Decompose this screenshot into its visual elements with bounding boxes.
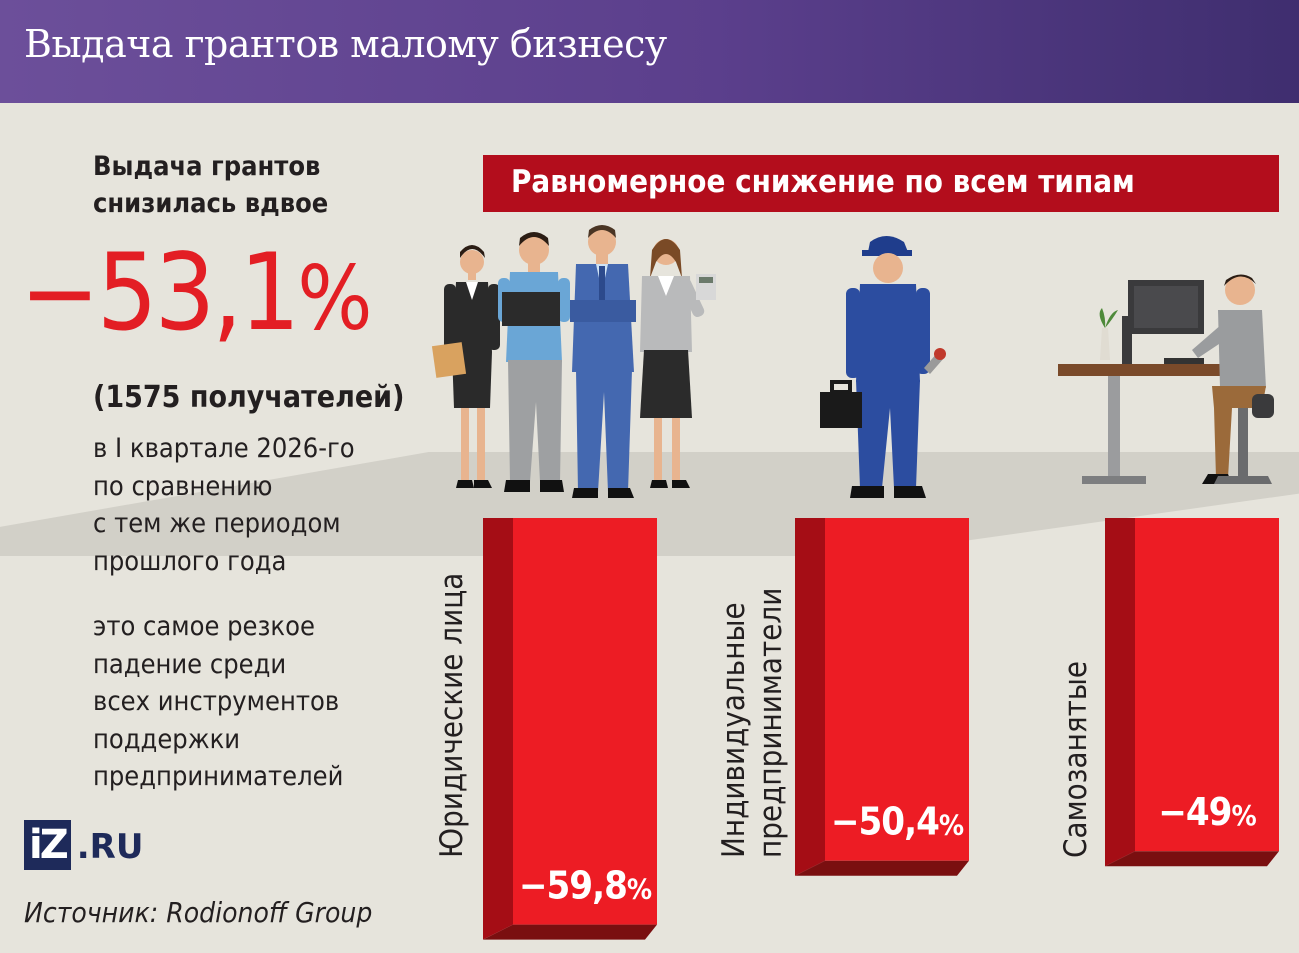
bar-bottom [1105,851,1279,867]
mechanic-figure [820,236,946,498]
chart-title-banner: Равномерное снижение по всем типам [483,155,1279,212]
freelancer-at-desk [1058,274,1274,484]
office-team-figures [431,225,716,498]
category-label: Юридические лица [434,518,471,858]
chart-title: Равномерное снижение по всем типам [511,164,1135,200]
value-label-unit: % [627,873,652,906]
category-label-line: Юридические лица [434,572,470,858]
value-label: −59,8% [519,864,652,908]
description-line: в I квартале 2026-го [93,433,355,464]
description-line: прошлого года [93,545,287,577]
category-label-line: предприниматели [753,587,789,858]
page-title: Выдача грантов малому бизнесу [24,22,667,66]
description-line: по сравнению [93,470,273,502]
category-label-line: Индивидуальные [716,602,752,858]
big-value-number: −53,1 [20,231,300,354]
note-line: падение среди [93,648,287,680]
recipients-count: (1575 получателей) [93,380,405,415]
value-label-number: −59,8 [519,864,627,908]
logo-mark: iZ [24,820,71,870]
note-line: всех инструментов [93,686,340,717]
note-line: это самое резкое [93,611,315,642]
note-line: поддержки [93,723,241,755]
lead-line: Выдача грантов [93,151,321,182]
bar-front [1135,518,1279,852]
header: Выдача грантов малому бизнесу [0,0,1299,103]
bar-front [825,518,969,861]
bar-front [513,518,657,925]
value-label: −50,4% [831,800,964,844]
lead-text: Выдача грантов снизилась вдвое [93,148,433,222]
bars-layer [483,518,1279,940]
big-value-unit: % [297,247,372,350]
bar-side [795,518,825,876]
description-line: с тем же периодом [93,508,341,539]
bar-bottom [795,860,969,876]
category-label: Самозанятые [1058,518,1095,858]
value-label-unit: % [939,809,964,842]
note-line: предпринимателей [93,761,344,792]
bar-side [483,518,513,940]
big-value: −53,1% [20,231,372,358]
source-note: Источник: Rodionoff Group [24,896,373,929]
category-label-line: Самозанятые [1058,660,1094,858]
logo-domain: .RU [76,827,144,867]
note: это самое резкое падение среди всех инст… [93,608,423,796]
bar-bottom [483,924,657,940]
description: в I квартале 2026-го по сравнению с тем … [93,430,423,580]
lead-line: снизилась вдвое [93,188,329,219]
bar-side [1105,518,1135,867]
value-labels-layer: −59,8%−50,4% −49% [519,790,1258,908]
value-label-number: −49 [1158,790,1231,834]
bar [795,518,969,876]
value-label-unit: % [1231,799,1256,832]
category-label: Индивидуальные предприниматели [716,518,790,858]
value-label-number: −50,4 [831,800,939,844]
bar [1105,518,1279,867]
bar [483,518,657,940]
value-label: −49% [1158,790,1256,834]
iz-logo[interactable]: iZ .RU [24,820,143,870]
